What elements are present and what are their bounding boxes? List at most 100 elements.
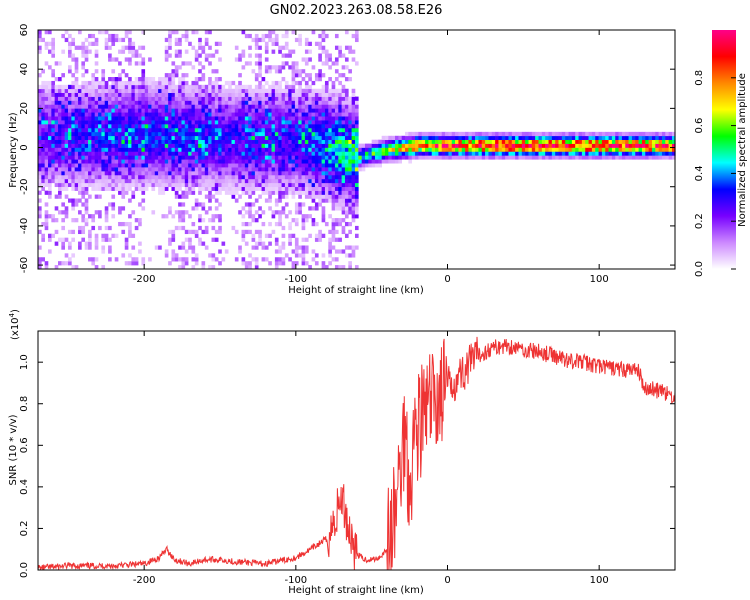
spectrogram-cell: [298, 174, 302, 180]
spectrogram-cell: [68, 261, 72, 266]
spectrogram-cell: [651, 155, 656, 160]
spectrogram-cell: [201, 127, 206, 133]
spectrogram-cell: [288, 131, 292, 137]
spectrogram-cell: [238, 155, 242, 160]
spectrogram-cell: [298, 104, 302, 109]
spectrogram-cell: [238, 80, 242, 86]
spectrogram-cell: [81, 178, 86, 184]
spectrogram-cell: [281, 100, 286, 105]
spectrogram-cell: [88, 135, 92, 141]
spectrogram-cell: [321, 112, 326, 117]
spectrogram-cell: [181, 143, 186, 148]
spectrogram-cell: [131, 245, 136, 250]
spectrogram-cell: [348, 131, 352, 137]
spectrogram-cell: [628, 139, 633, 144]
spectrogram-cell: [234, 112, 239, 117]
spectrogram-cell: [281, 45, 286, 50]
spectrogram-cell: [208, 45, 212, 50]
spectrogram-cell: [218, 171, 222, 176]
spectrogram-cell: [194, 127, 199, 133]
spectrogram-cell: [298, 143, 302, 148]
spectrogram-cell: [51, 88, 55, 93]
spectrogram-cell: [571, 131, 576, 137]
spectrogram-cell: [174, 88, 179, 93]
spectrogram-cell: [261, 245, 266, 250]
spectrogram-cell: [128, 108, 132, 113]
spectrogram-cell: [308, 127, 312, 133]
spectrogram-cell: [51, 218, 55, 223]
spectrogram-cell: [124, 151, 129, 156]
spectrogram-cell: [288, 178, 292, 184]
spectrogram-cell: [164, 104, 169, 109]
spectrogram-cell: [261, 124, 266, 129]
spectrogram-cell: [41, 237, 45, 242]
spectrogram-cell: [178, 49, 182, 54]
spectrogram-cell: [234, 229, 239, 235]
spectrogram-cell: [258, 120, 262, 125]
spectrogram-cell: [184, 88, 189, 93]
spectrogram-cell: [331, 218, 336, 223]
spectrogram-cell: [254, 33, 259, 39]
spectrogram-cell: [278, 194, 282, 199]
spectrogram-cell: [314, 253, 319, 258]
spectrogram-cell: [181, 241, 186, 246]
spectrogram-cell: [214, 159, 219, 164]
spectrogram-cell: [331, 108, 336, 113]
spectrogram-cell: [121, 120, 126, 125]
spectrogram-cell: [178, 159, 182, 164]
spectrogram-cell: [54, 116, 59, 121]
spectrogram-cell: [294, 202, 299, 207]
spectrogram-cell: [61, 237, 65, 242]
spectrogram-cell: [328, 151, 332, 156]
spectrogram-cell: [191, 30, 196, 35]
spectrogram-cell: [141, 127, 146, 133]
spectrogram-cell: [321, 159, 326, 164]
spectrogram-cell: [74, 186, 79, 191]
spectrogram-cell: [291, 167, 296, 172]
spectrogram-cell: [294, 131, 299, 137]
spectrogram-cell: [518, 139, 523, 144]
spectrogram-cell: [401, 147, 406, 152]
spectrogram-cell: [258, 92, 262, 97]
spectrogram-cell: [161, 135, 166, 141]
spectrogram-cell: [301, 116, 306, 121]
spectrogram-cell: [51, 124, 55, 129]
spectrogram-cell: [488, 131, 493, 137]
spectrogram-cell: [121, 135, 126, 141]
spectrogram-cell: [88, 233, 92, 238]
spectrogram-cell: [338, 174, 342, 180]
spectrogram-cell: [471, 151, 476, 156]
spectrogram-cell: [618, 147, 623, 152]
spectrogram-cell: [198, 61, 202, 66]
spectrogram-cell: [178, 77, 182, 82]
spectrogram-cell: [74, 218, 79, 223]
spectrogram-cell: [164, 116, 169, 121]
spectrogram-cell: [308, 155, 312, 160]
spectrogram-cell: [68, 229, 72, 235]
spectrogram-cell: [131, 80, 136, 86]
spectrogram-cell: [144, 84, 149, 90]
spectrogram-cell: [84, 112, 89, 117]
spectrogram-cell: [311, 139, 316, 144]
spectrogram-cell: [278, 210, 282, 215]
spectrogram-cell: [78, 245, 82, 250]
spectrogram-cell: [204, 131, 209, 137]
y-tick-label: 1.0: [19, 354, 30, 370]
spectrogram-cell: [181, 127, 186, 133]
spectrogram-cell: [134, 104, 139, 109]
spectrogram-cell: [44, 218, 49, 223]
spectrogram-cell: [81, 237, 86, 242]
spectrogram-cell: [101, 108, 106, 113]
spectrogram-cell: [538, 151, 543, 156]
spectrogram-cell: [54, 77, 59, 82]
spectrogram-cell: [301, 112, 306, 117]
spectrogram-cell: [608, 155, 613, 160]
spectrogram-cell: [184, 261, 189, 266]
spectrogram-cell: [64, 206, 69, 211]
spectrogram-cell: [74, 100, 79, 105]
spectrogram-cell: [268, 198, 272, 203]
spectrogram-cell: [458, 155, 463, 160]
spectrogram-cell: [311, 178, 316, 184]
spectrogram-cell: [341, 88, 346, 93]
spectrogram-cell: [128, 88, 132, 93]
